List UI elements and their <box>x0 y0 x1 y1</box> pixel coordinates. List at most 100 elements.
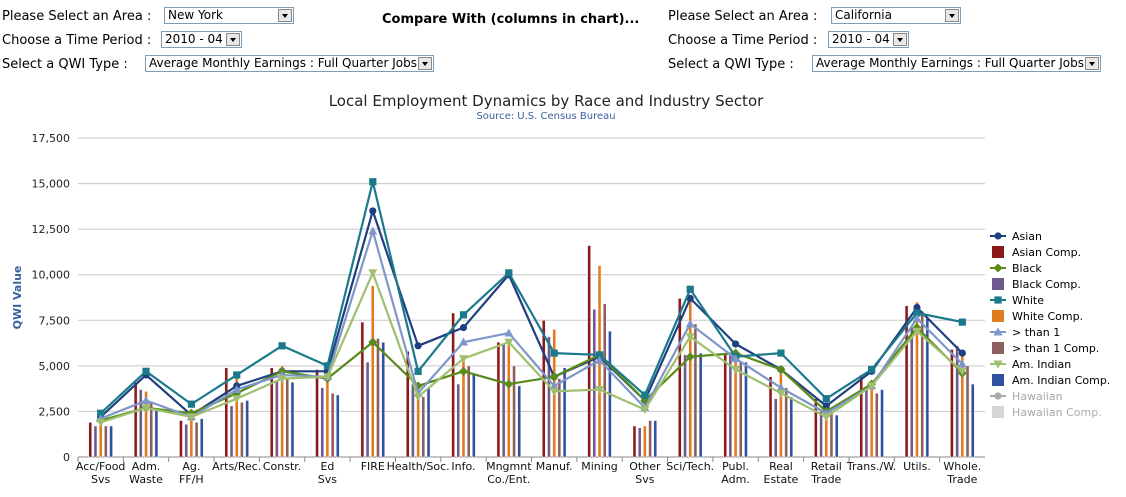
point-am-indian <box>640 406 650 415</box>
bar-black-comp <box>184 423 188 458</box>
bar-asian-comp <box>88 422 92 458</box>
right-area-label: Please Select an Area : <box>668 9 818 24</box>
legend-item[interactable]: White Comp. <box>990 308 1110 324</box>
bar-am-indian-comp <box>834 414 839 458</box>
point-am-indian <box>821 413 831 422</box>
x-tick-label: Retail <box>811 460 842 473</box>
legend-item[interactable]: Hawaiian <box>990 388 1110 404</box>
chart-legend: Asian Asian Comp. Black Black Comp. White Whi… <box>990 228 1110 420</box>
bar-am-indian-comp <box>653 420 657 458</box>
point-white <box>686 285 694 293</box>
legend-item[interactable]: Hawaiian Comp. <box>990 404 1110 420</box>
right-area-select[interactable]: California <box>831 7 961 24</box>
left-period-label: Choose a Time Period : <box>2 33 152 48</box>
legend-item[interactable]: White <box>990 292 1110 308</box>
bar-black-comp <box>728 352 733 458</box>
bar-than-1-comp <box>240 402 244 458</box>
bar-am-indian-comp <box>336 394 340 458</box>
bar-white-comp <box>915 301 919 458</box>
x-tick-label: Svs <box>635 473 654 486</box>
legend-item[interactable]: Black <box>990 260 1110 276</box>
bar-black-comp <box>93 425 98 458</box>
point-asian <box>459 323 468 332</box>
point-am-indian <box>458 355 468 364</box>
legend-label: White Comp. <box>1012 309 1084 323</box>
bar-asian-comp <box>904 305 909 458</box>
bar-white-comp <box>189 418 194 458</box>
legend-label: Hawaiian Comp. <box>1012 405 1102 419</box>
point-white <box>187 400 195 408</box>
legend-item[interactable]: Asian Comp. <box>990 244 1110 260</box>
bar-white-comp <box>325 372 330 458</box>
bar-am-indian-comp <box>245 400 249 458</box>
bar-black-comp <box>683 354 687 458</box>
bar-black-comp <box>547 336 551 458</box>
bar-black-comp <box>819 411 823 458</box>
bar-am-indian-comp <box>517 385 521 458</box>
compare-heading: Compare With (columns in chart)... <box>382 12 640 27</box>
x-tick-label: Trade <box>946 473 977 486</box>
bar-asian-comp <box>632 425 637 458</box>
x-tick-label: Trans./W. <box>846 460 896 473</box>
bar-white-comp <box>416 394 420 458</box>
bar-black-comp <box>456 383 460 458</box>
legend-item[interactable]: > than 1 Comp. <box>990 340 1110 356</box>
point-am-indian <box>186 413 196 422</box>
left-area-select[interactable]: New York <box>164 7 294 24</box>
point-white <box>868 365 876 374</box>
right-period-label: Choose a Time Period : <box>668 33 818 48</box>
bar-asian-comp <box>542 320 546 458</box>
bar-asian-comp <box>451 312 455 458</box>
point-am-indian <box>413 393 423 402</box>
legend-item[interactable]: > than 1 <box>990 324 1110 340</box>
point-white <box>369 178 377 186</box>
chart-subtitle: Source: U.S. Census Bureau <box>476 111 616 122</box>
point-am-indian <box>96 418 106 427</box>
legend-item[interactable]: Am. Indian <box>990 356 1110 372</box>
right-period-select[interactable]: 2010 - 04 <box>828 31 909 48</box>
right-period-value: 2010 - 04 <box>832 32 890 46</box>
legend-swatch <box>990 296 1006 304</box>
point-white <box>822 395 830 403</box>
point-white <box>323 362 332 370</box>
point-am-indian <box>912 327 922 336</box>
point-asian <box>731 340 740 348</box>
legend-box <box>992 310 1004 322</box>
left-qwi-select[interactable]: Average Monthly Earnings : Full Quarter … <box>145 55 434 72</box>
series-line-white <box>99 180 963 415</box>
point-white <box>459 311 468 319</box>
legend-swatch <box>992 278 1004 290</box>
chevron-down-icon <box>1085 57 1099 70</box>
legend-item[interactable]: Am. Indian Comp. <box>990 372 1110 388</box>
legend-label: Black Comp. <box>1012 277 1081 291</box>
legend-swatch <box>992 374 1004 386</box>
legend-box <box>992 278 1004 290</box>
bar-white-comp <box>643 425 647 458</box>
series-line-asian <box>99 209 964 418</box>
bar-asian-comp <box>587 245 591 458</box>
legend-label: Asian Comp. <box>1012 245 1082 259</box>
x-tick-label: Health/Soc. <box>387 460 450 473</box>
legend-item[interactable]: Black Comp. <box>990 276 1110 292</box>
x-tick-label: FIRE <box>361 460 385 473</box>
bar-than-1-comp <box>512 365 516 458</box>
bar-than-1-comp <box>784 387 788 458</box>
left-period-select[interactable]: 2010 - 04 <box>161 31 242 48</box>
legend-marker <box>994 296 1002 304</box>
right-qwi-select[interactable]: Average Monthly Earnings : Full Quarter … <box>812 55 1101 72</box>
point-am-indian <box>141 404 151 413</box>
bar-than-1-comp <box>421 396 426 458</box>
bar-black-comp <box>320 387 324 458</box>
bar-white-comp <box>507 338 511 458</box>
legend-label: Asian <box>1012 229 1043 243</box>
legend-item[interactable]: Asian <box>990 228 1110 244</box>
point-asian <box>369 207 377 215</box>
point-white <box>777 349 785 357</box>
bar-than-1-comp <box>829 411 834 458</box>
legend-label: White <box>1012 293 1044 307</box>
bar-white-comp <box>98 423 103 458</box>
point-white <box>233 371 241 379</box>
bar-black-comp <box>774 398 778 458</box>
bar-than-1-comp <box>285 378 289 458</box>
